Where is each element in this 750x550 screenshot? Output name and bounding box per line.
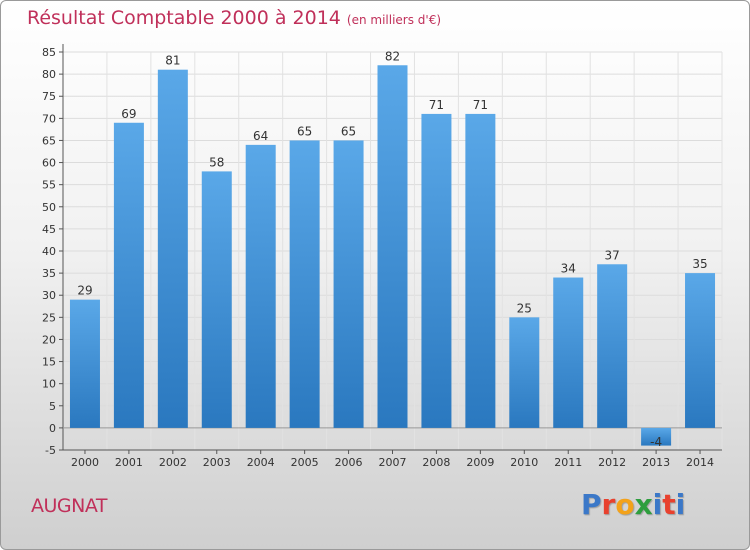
x-tick-label: 2010 bbox=[510, 456, 538, 469]
y-tick-label: 20 bbox=[42, 333, 56, 346]
bar bbox=[333, 140, 364, 428]
x-tick-label: 2000 bbox=[71, 456, 99, 469]
data-label: 35 bbox=[692, 257, 707, 271]
bar bbox=[69, 299, 100, 428]
data-label: 37 bbox=[605, 248, 620, 262]
y-tick-label: 25 bbox=[42, 311, 56, 324]
title-text: Résultat Comptable 2000 à 2014 bbox=[27, 7, 341, 29]
bar bbox=[509, 317, 540, 428]
y-tick-label: 15 bbox=[42, 356, 56, 369]
logo-letter: x bbox=[634, 488, 653, 521]
x-tick-label: 2012 bbox=[598, 456, 626, 469]
location-name: AUGNAT bbox=[31, 495, 107, 517]
y-tick-label: 65 bbox=[42, 134, 56, 147]
y-tick-label: 35 bbox=[42, 267, 56, 280]
data-label: -4 bbox=[650, 435, 662, 449]
x-tick-label: 2014 bbox=[686, 456, 714, 469]
data-label: 64 bbox=[253, 129, 268, 143]
y-tick-label: 60 bbox=[42, 157, 56, 170]
x-tick-label: 2004 bbox=[247, 456, 275, 469]
bars bbox=[69, 65, 716, 446]
x-tick-label: 2008 bbox=[422, 456, 450, 469]
y-tick-label: 70 bbox=[42, 112, 56, 125]
x-tick-label: 2007 bbox=[379, 456, 407, 469]
x-tick-label: 2003 bbox=[203, 456, 231, 469]
y-tick-label: 5 bbox=[49, 400, 56, 413]
data-label: 65 bbox=[341, 124, 356, 138]
x-tick-label: 2013 bbox=[642, 456, 670, 469]
bar bbox=[685, 273, 716, 428]
bar bbox=[289, 140, 320, 428]
y-tick-label: 30 bbox=[42, 289, 56, 302]
x-tick-label: 2005 bbox=[291, 456, 319, 469]
chart-subtitle: (en milliers d'€) bbox=[346, 13, 442, 27]
x-tick-label: 2002 bbox=[159, 456, 187, 469]
data-label: 71 bbox=[473, 98, 488, 112]
y-tick-label: 80 bbox=[42, 68, 56, 81]
proxiti-logo: Proxiti bbox=[581, 488, 685, 521]
bar bbox=[377, 65, 408, 428]
bar bbox=[421, 113, 452, 428]
logo-letter: i bbox=[652, 488, 663, 521]
data-label: 34 bbox=[561, 262, 576, 276]
y-tick-label: 0 bbox=[49, 422, 56, 435]
data-label: 58 bbox=[209, 155, 224, 169]
x-tick-label: 2011 bbox=[554, 456, 582, 469]
bar bbox=[113, 122, 144, 428]
data-label: 69 bbox=[121, 107, 136, 121]
bar bbox=[245, 144, 276, 428]
y-tick-label: 75 bbox=[42, 90, 56, 103]
logo-letter: o bbox=[615, 488, 635, 521]
logo-letter: i bbox=[675, 488, 686, 521]
data-labels: 29 69 81 58 64 65 65 82 71 71 25 34 37 -4 35 bbox=[77, 49, 707, 449]
x-tick-label: 2009 bbox=[466, 456, 494, 469]
y-tick-label: 40 bbox=[42, 245, 56, 258]
data-label: 82 bbox=[385, 49, 400, 63]
bar bbox=[597, 264, 628, 428]
logo-letter: t bbox=[662, 488, 676, 521]
x-tick-label: 2001 bbox=[115, 456, 143, 469]
logo-letter: r bbox=[601, 488, 616, 521]
bar bbox=[157, 69, 188, 428]
x-tick-label: 2006 bbox=[335, 456, 363, 469]
data-label: 71 bbox=[429, 98, 444, 112]
y-tick-label: 45 bbox=[42, 223, 56, 236]
bar bbox=[465, 113, 496, 428]
data-label: 29 bbox=[77, 284, 92, 298]
y-tick-label: 10 bbox=[42, 378, 56, 391]
bar bbox=[201, 171, 232, 428]
y-tick-label: 50 bbox=[42, 201, 56, 214]
bar bbox=[641, 427, 672, 446]
y-tick-label: -5 bbox=[45, 444, 56, 457]
data-label: 25 bbox=[517, 301, 532, 315]
data-label: 81 bbox=[165, 54, 180, 68]
data-label: 65 bbox=[297, 124, 312, 138]
bar bbox=[553, 277, 584, 428]
logo-letter: P bbox=[581, 488, 602, 521]
y-tick-label: 85 bbox=[42, 46, 56, 59]
chart-title: Résultat Comptable 2000 à 2014 (en millie… bbox=[27, 7, 441, 29]
y-tick-label: 55 bbox=[42, 179, 56, 192]
